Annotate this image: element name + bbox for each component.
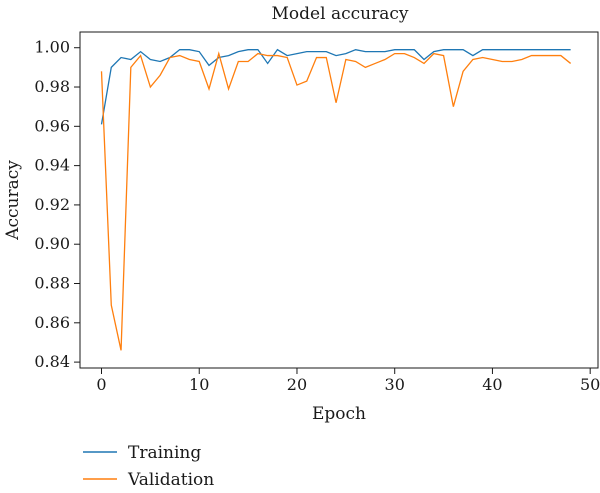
- series-line-validation: [100, 51, 572, 351]
- x-tick-label: 10: [189, 375, 209, 394]
- legend: Training Validation: [83, 443, 214, 490]
- legend-label-training: Training: [128, 443, 201, 463]
- x-tick-label: 0: [96, 375, 106, 394]
- plot-frame: [79, 31, 599, 369]
- y-tick-label: 0.84: [34, 352, 70, 371]
- series-line-training: [100, 48, 571, 125]
- y-tick-label: 0.86: [34, 313, 70, 332]
- x-axis-ticks: 0 10 20 30 40 50: [96, 368, 600, 394]
- y-tick-label: 0.88: [34, 274, 70, 293]
- y-axis-title: Accuracy: [3, 160, 23, 241]
- y-tick-label: 0.90: [34, 234, 70, 253]
- y-tick-label: 1.00: [34, 38, 70, 57]
- y-tick-label: 0.98: [34, 77, 70, 96]
- legend-label-validation: Validation: [127, 470, 214, 490]
- x-axis-title: Epoch: [312, 404, 366, 424]
- chart-title: Model accuracy: [272, 4, 409, 24]
- y-axis-ticks: 0.84 0.86 0.88 0.90 0.92 0.94 0.96 0.98 1.00: [34, 38, 80, 371]
- x-tick-label: 20: [287, 375, 307, 394]
- series-lines: [100, 48, 572, 351]
- x-tick-label: 50: [580, 375, 600, 394]
- x-tick-label: 40: [482, 375, 502, 394]
- y-tick-label: 0.96: [34, 116, 70, 135]
- y-tick-label: 0.94: [34, 156, 70, 175]
- x-tick-label: 30: [385, 375, 405, 394]
- y-tick-label: 0.92: [34, 195, 70, 214]
